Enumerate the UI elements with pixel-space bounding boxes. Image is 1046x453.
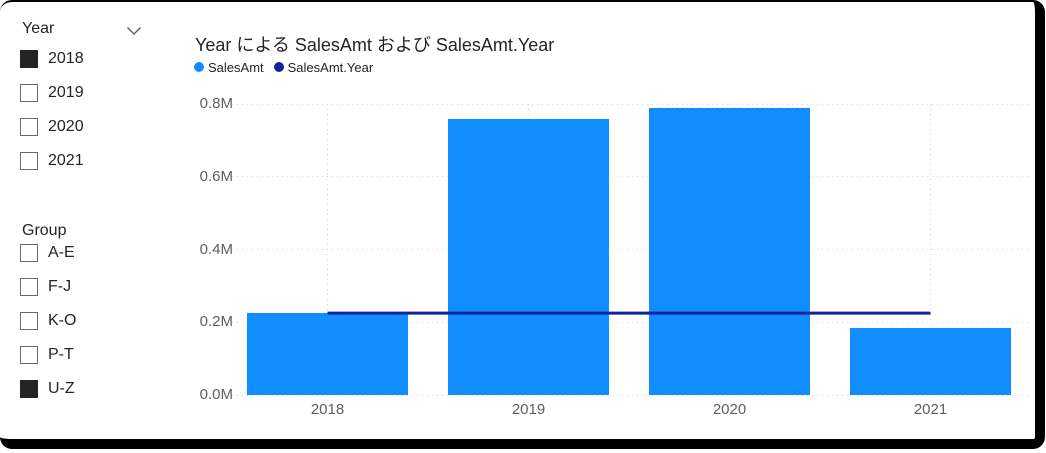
line-series bbox=[327, 311, 931, 315]
group-option-k-o[interactable]: K-O bbox=[20, 310, 76, 332]
group-option-p-t[interactable]: P-T bbox=[20, 344, 74, 366]
checkbox-k-o[interactable] bbox=[20, 312, 38, 330]
checkbox-label: 2020 bbox=[48, 118, 84, 135]
bar-2018[interactable] bbox=[247, 312, 408, 395]
legend-dot-icon bbox=[273, 62, 284, 72]
checkbox-label: K-O bbox=[48, 312, 77, 329]
year-option-2019[interactable]: 2019 bbox=[20, 82, 84, 104]
checkbox-label: 2018 bbox=[48, 50, 84, 67]
bar-2021[interactable] bbox=[850, 327, 1011, 395]
legend-item-salesamt[interactable]: SalesAmt bbox=[194, 60, 264, 75]
legend-dot-icon bbox=[194, 62, 204, 72]
checkbox-a-e[interactable] bbox=[20, 244, 38, 262]
legend-label: SalesAmt bbox=[208, 59, 264, 75]
chevron-down-icon[interactable] bbox=[126, 26, 142, 36]
checkbox-2018[interactable] bbox=[20, 50, 38, 68]
v-gridline bbox=[327, 104, 328, 395]
checkbox-u-z[interactable] bbox=[20, 380, 38, 398]
y-tick-label: 0.2M bbox=[199, 313, 233, 331]
x-tick-label: 2020 bbox=[712, 401, 747, 418]
bar-2020[interactable] bbox=[649, 107, 810, 395]
h-gridline bbox=[227, 321, 1031, 323]
y-tick-label: 0.0M bbox=[199, 386, 233, 403]
checkbox-2020[interactable] bbox=[20, 118, 38, 136]
x-tick-label: 2021 bbox=[913, 401, 948, 418]
checkbox-p-t[interactable] bbox=[20, 346, 38, 364]
year-slicer-title: Year bbox=[22, 20, 55, 37]
y-tick-label: 0.8M bbox=[199, 95, 233, 112]
y-tick-label: 0.4M bbox=[199, 240, 233, 258]
group-option-f-j[interactable]: F-J bbox=[20, 276, 71, 298]
h-gridline bbox=[227, 394, 1031, 396]
h-gridline bbox=[227, 249, 1031, 250]
checkbox-label: 2021 bbox=[48, 152, 84, 169]
bar-2019[interactable] bbox=[448, 118, 609, 395]
y-tick-label: 0.6M bbox=[199, 167, 233, 185]
x-axis-labels: 2018 2019 2020 2021 bbox=[227, 401, 1031, 421]
h-gridline bbox=[227, 176, 1031, 178]
v-gridline bbox=[930, 104, 931, 395]
group-option-u-z[interactable]: U-Z bbox=[20, 378, 75, 400]
group-option-a-e[interactable]: A-E bbox=[20, 242, 75, 264]
x-tick-label: 2019 bbox=[511, 401, 546, 418]
checkbox-label: U-Z bbox=[48, 380, 75, 397]
year-option-2020[interactable]: 2020 bbox=[20, 116, 84, 138]
checkbox-label: A-E bbox=[48, 244, 75, 261]
year-option-2021[interactable]: 2021 bbox=[20, 150, 84, 172]
checkbox-label: F-J bbox=[48, 278, 72, 295]
checkbox-2021[interactable] bbox=[20, 152, 38, 170]
checkbox-label: P-T bbox=[48, 346, 74, 363]
y-axis-labels: 0.0M 0.2M 0.4M 0.6M 0.8M bbox=[140, 95, 233, 403]
legend-label: SalesAmt.Year bbox=[287, 59, 374, 75]
checkbox-label: 2019 bbox=[48, 84, 84, 101]
x-tick-label: 2018 bbox=[310, 401, 345, 418]
h-gridline bbox=[227, 103, 1031, 105]
checkbox-2019[interactable] bbox=[20, 84, 38, 102]
plot-area bbox=[227, 103, 1031, 396]
checkbox-f-j[interactable] bbox=[20, 278, 38, 296]
chart-title: Year による SalesAmt および SalesAmt.Year bbox=[195, 35, 555, 55]
group-slicer-title: Group bbox=[22, 222, 67, 239]
year-option-2018[interactable]: 2018 bbox=[20, 48, 84, 70]
legend-item-salesamt-year[interactable]: SalesAmt.Year bbox=[273, 59, 374, 75]
chart-legend: SalesAmt SalesAmt.Year bbox=[194, 59, 373, 75]
